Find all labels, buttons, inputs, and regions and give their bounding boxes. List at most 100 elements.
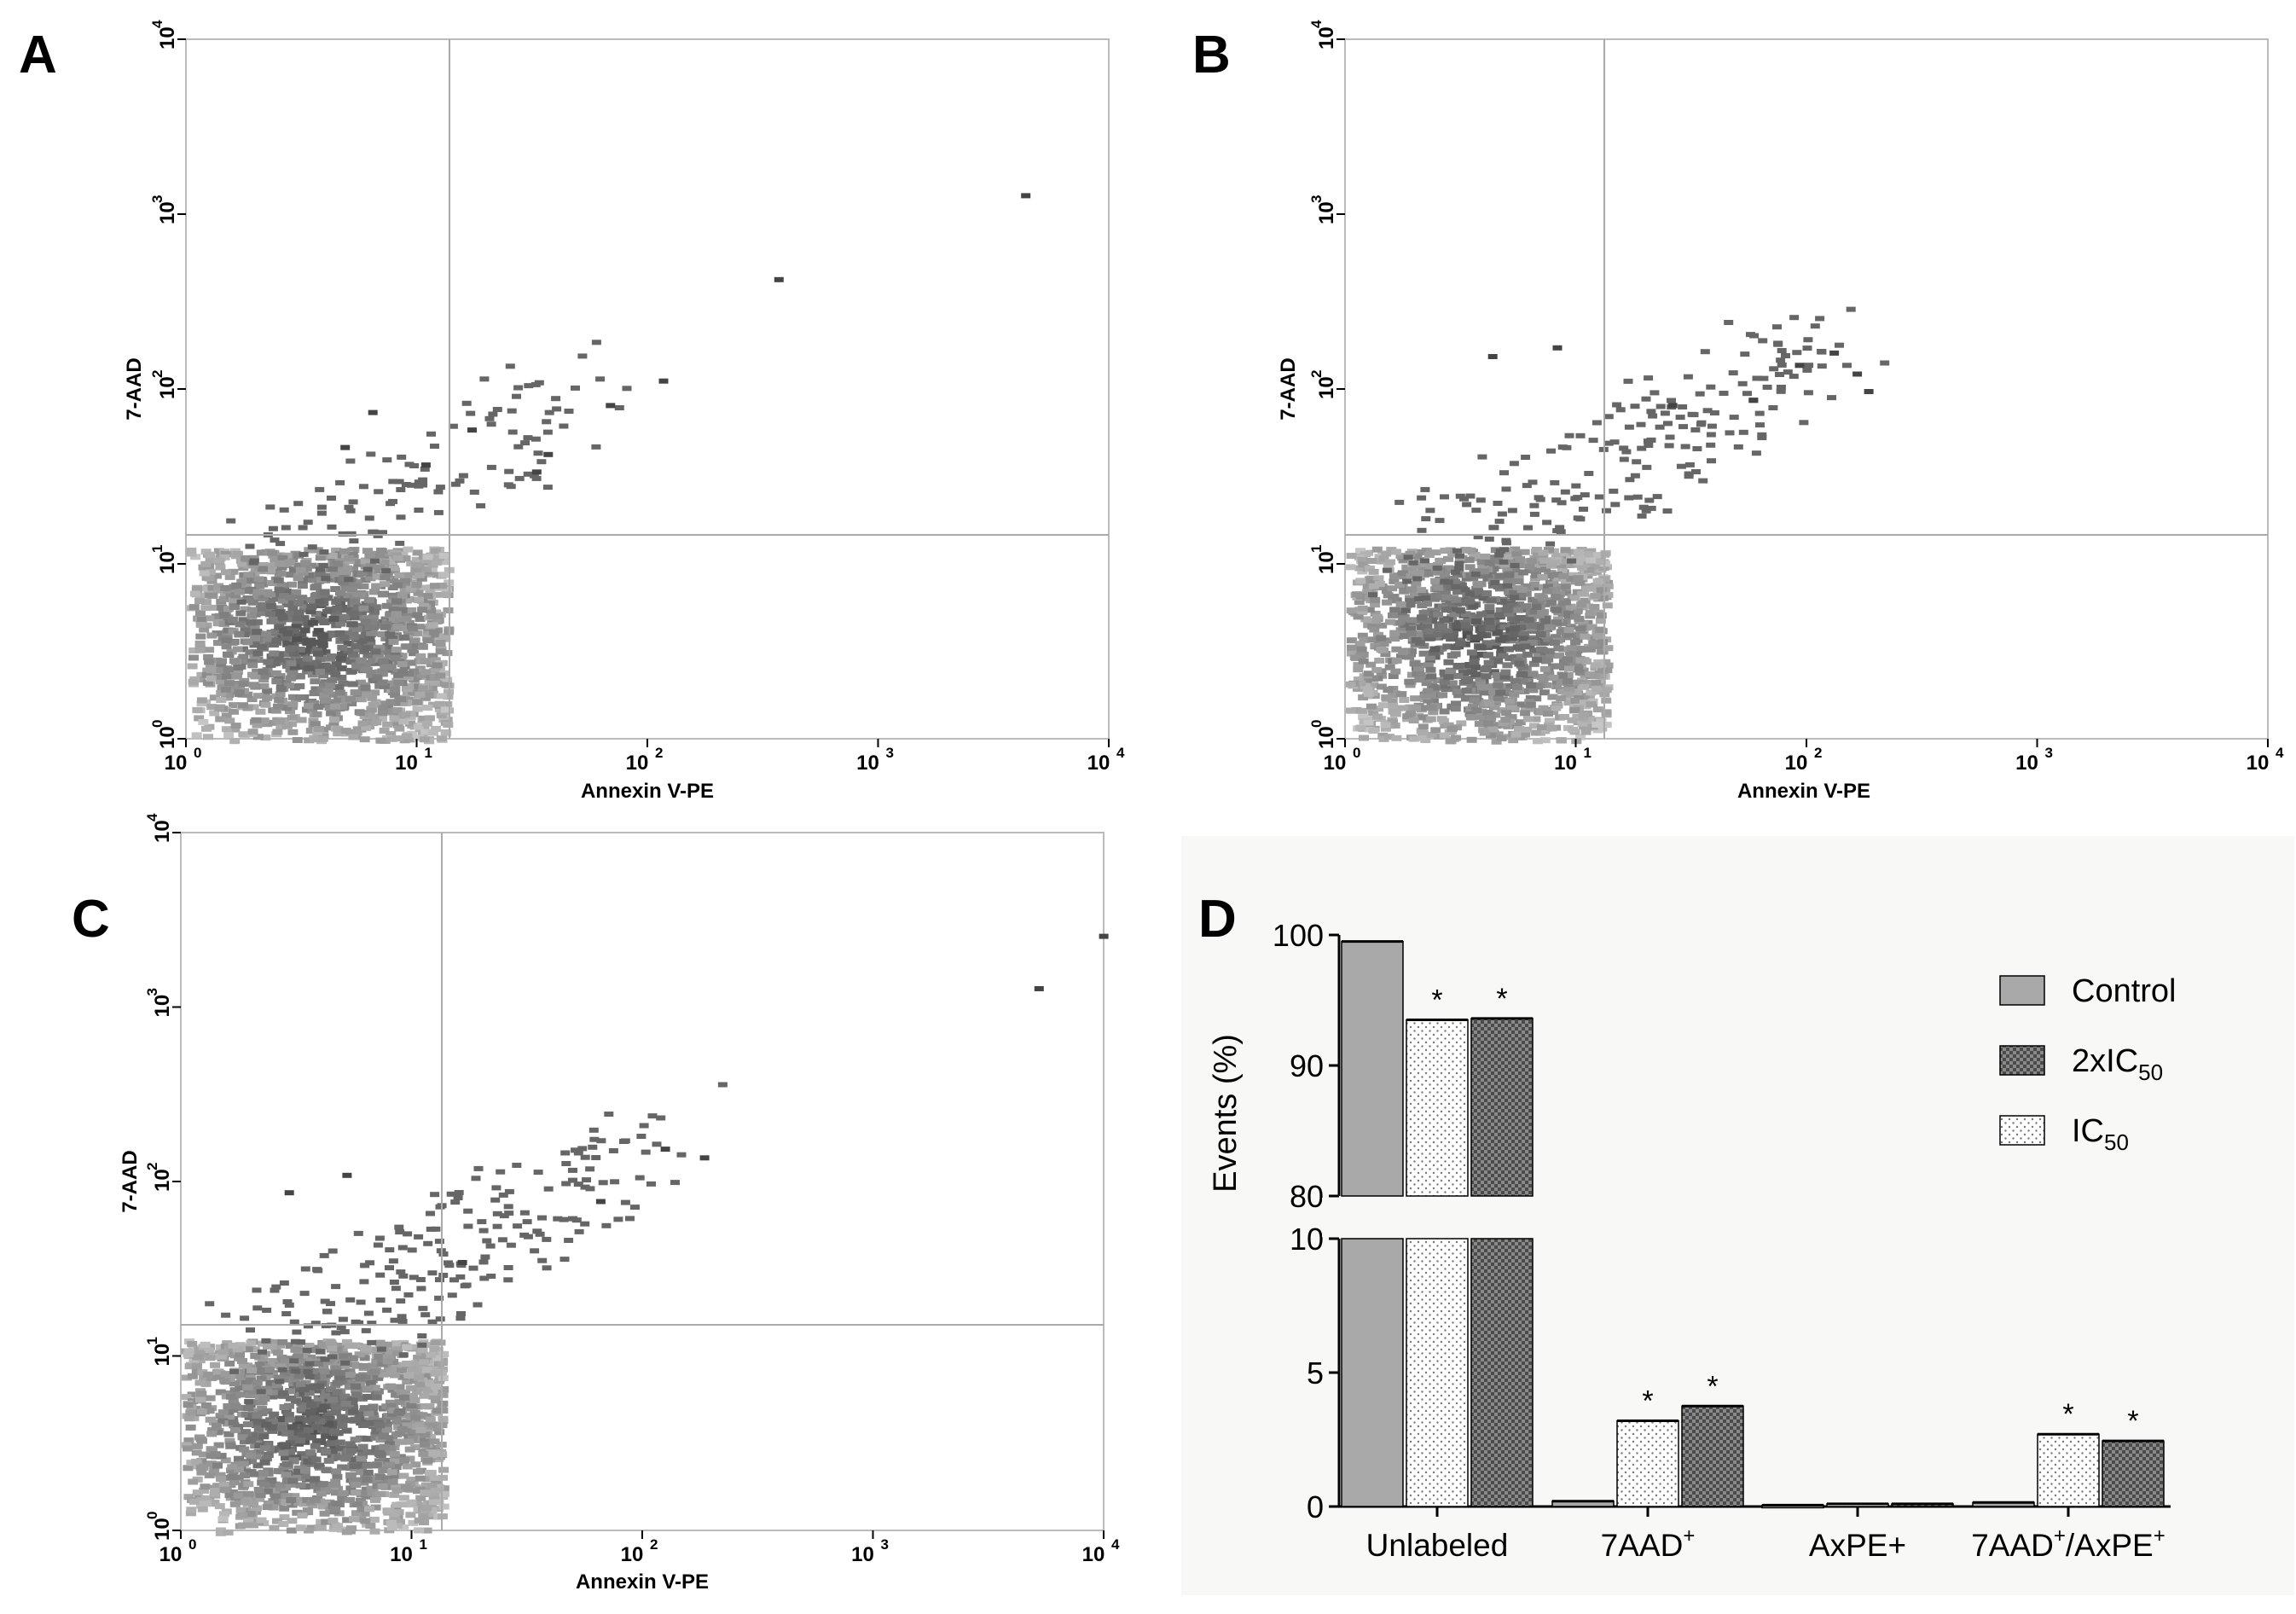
x-tick-label: 10 <box>1785 752 1808 775</box>
density-cell <box>1543 711 1553 717</box>
event-dot <box>1493 501 1503 506</box>
density-cell <box>310 611 322 617</box>
density-cell <box>242 1384 253 1390</box>
density-cell <box>402 1379 413 1385</box>
density-cell <box>1482 575 1493 582</box>
density-cell <box>1406 630 1417 636</box>
event-dot <box>507 408 517 414</box>
density-cell <box>1491 738 1502 745</box>
density-cell <box>374 1422 386 1429</box>
density-cell <box>362 1462 373 1469</box>
density-cell <box>1395 553 1406 560</box>
density-cell <box>318 633 328 639</box>
density-cell <box>266 1445 277 1452</box>
density-cell <box>304 665 315 671</box>
density-cell <box>247 662 258 669</box>
density-cell <box>330 1506 341 1512</box>
density-cell <box>357 1506 368 1512</box>
density-cell <box>400 700 411 706</box>
density-cell <box>362 645 374 652</box>
density-cell <box>258 717 270 724</box>
density-cell <box>219 593 230 600</box>
density-cell <box>412 549 423 556</box>
event-dot <box>1646 505 1656 511</box>
density-cell <box>392 735 403 742</box>
density-cell <box>352 1446 363 1453</box>
density-cell <box>390 1517 401 1524</box>
density-cell <box>261 1442 272 1449</box>
density-cell <box>1368 728 1379 734</box>
density-cell <box>1487 683 1498 690</box>
density-cell <box>1368 682 1379 688</box>
density-cell <box>388 595 399 601</box>
density-cell <box>1570 697 1581 704</box>
density-cell <box>300 1461 310 1468</box>
density-cell <box>1505 683 1516 689</box>
density-cell <box>1507 634 1518 641</box>
density-cell <box>1538 549 1549 556</box>
event-dot <box>1740 351 1750 357</box>
density-cell <box>1358 694 1369 701</box>
event-dot <box>461 400 472 406</box>
density-cell <box>187 1391 198 1398</box>
density-cell <box>1513 607 1524 613</box>
density-cell <box>389 565 399 572</box>
density-cell <box>429 1438 440 1445</box>
density-cell <box>1515 615 1526 621</box>
event-dot <box>396 514 406 520</box>
density-cell <box>324 631 335 638</box>
density-cell <box>415 1495 426 1501</box>
density-cell <box>1370 610 1381 617</box>
density-cell <box>261 1421 272 1428</box>
event-dot <box>1783 369 1793 375</box>
density-cell <box>1373 575 1384 582</box>
event-dot <box>1803 337 1813 343</box>
density-cell <box>394 619 405 626</box>
density-cell <box>201 671 212 678</box>
density-cell <box>212 1462 223 1469</box>
density-cell <box>361 601 372 607</box>
density-cell <box>1422 601 1432 607</box>
density-cell <box>246 1339 257 1346</box>
density-cell <box>424 678 435 685</box>
density-cell <box>382 571 393 578</box>
density-cell <box>415 1364 426 1371</box>
density-cell <box>1591 685 1602 692</box>
density-cell <box>301 1396 312 1402</box>
density-cell <box>1355 578 1366 584</box>
density-cell <box>247 659 258 665</box>
density-cell <box>1543 583 1553 590</box>
density-cell <box>220 686 231 693</box>
density-cell <box>344 1384 355 1390</box>
density-cell <box>1579 695 1590 702</box>
density-cell <box>1520 710 1531 717</box>
density-cell <box>369 689 380 696</box>
density-cell <box>1496 735 1507 741</box>
density-cell <box>293 575 304 582</box>
density-cell <box>1387 698 1398 705</box>
density-cell <box>1452 688 1463 695</box>
density-cell <box>287 581 298 588</box>
density-cell <box>1545 600 1557 607</box>
density-cell <box>223 1529 234 1536</box>
density-cell <box>243 1518 254 1524</box>
density-cell <box>1378 641 1389 647</box>
density-cell <box>1406 573 1417 579</box>
density-cell <box>1499 624 1510 631</box>
density-cell <box>1520 583 1531 589</box>
density-cell <box>315 571 326 578</box>
density-cell <box>434 1378 445 1385</box>
density-cell <box>259 1445 270 1452</box>
density-cell <box>335 620 346 627</box>
density-cell <box>238 653 249 660</box>
density-cell <box>347 552 358 558</box>
density-cloud <box>186 340 632 745</box>
density-cell <box>1568 549 1579 555</box>
density-cell <box>365 575 376 582</box>
density-cell <box>308 1406 319 1413</box>
density-cell <box>436 711 447 718</box>
event-dot <box>1556 529 1566 535</box>
density-cell <box>231 582 242 589</box>
density-cell <box>270 1389 281 1396</box>
density-cell <box>387 1478 398 1485</box>
